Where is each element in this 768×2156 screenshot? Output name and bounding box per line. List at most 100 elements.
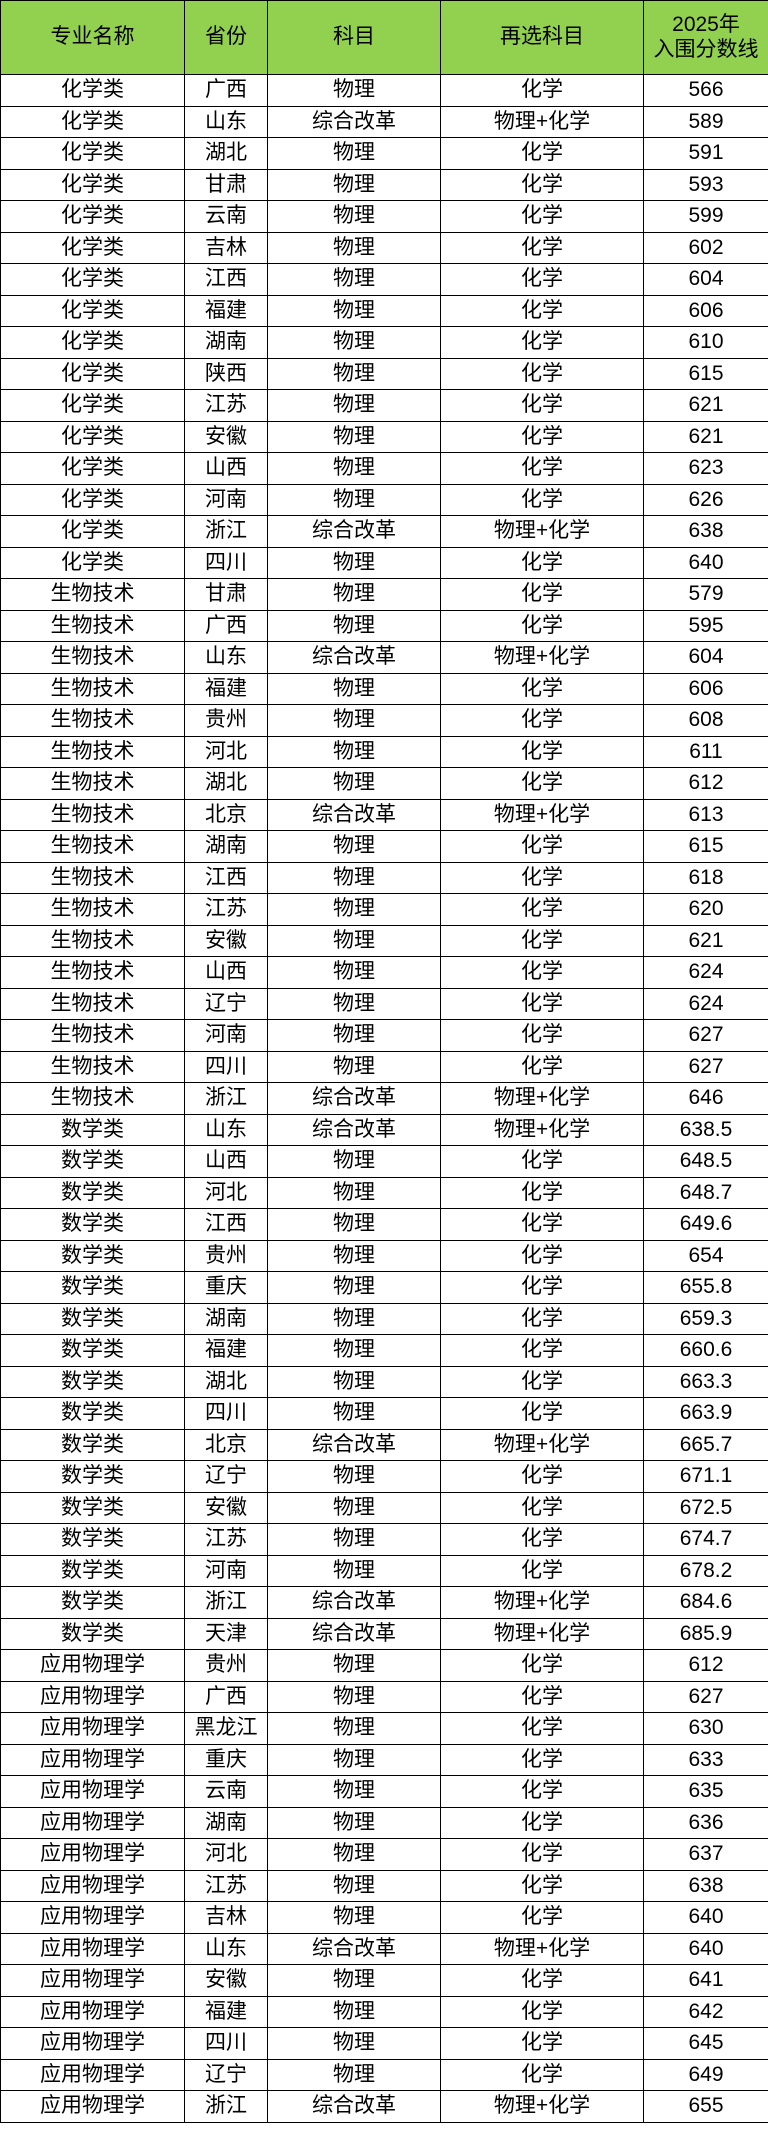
cell-major: 化学类: [0, 231, 185, 264]
table-row: 化学类 浙江 综合改革 物理+化学 638: [0, 515, 768, 548]
table-row: 化学类 江西 物理 化学 604: [0, 263, 768, 296]
table-row: 化学类 四川 物理 化学 640: [0, 546, 768, 579]
cell-elective: 化学: [440, 1397, 644, 1430]
cell-province: 山东: [184, 1932, 268, 1965]
cell-score: 648.7: [643, 1176, 768, 1209]
cell-subject: 物理: [267, 2058, 441, 2091]
cell-major: 生物技术: [0, 1019, 185, 1052]
table-row: 生物技术 贵州 物理 化学 608: [0, 704, 768, 737]
cell-major: 应用物理学: [0, 2090, 185, 2123]
cell-elective: 物理+化学: [440, 1428, 644, 1461]
cell-province: 吉林: [184, 1901, 268, 1934]
cell-score: 642: [643, 1995, 768, 2028]
table-row: 数学类 江苏 物理 化学 674.7: [0, 1523, 768, 1556]
cell-elective: 化学: [440, 326, 644, 359]
cell-province: 贵州: [184, 1239, 268, 1272]
cell-major: 应用物理学: [0, 1838, 185, 1871]
table-row: 化学类 湖北 物理 化学 591: [0, 137, 768, 170]
cell-score: 621: [643, 420, 768, 453]
cell-elective: 化学: [440, 578, 644, 611]
table-row: 生物技术 湖南 物理 化学 615: [0, 830, 768, 863]
cell-subject: 物理: [267, 2027, 441, 2060]
cell-province: 江苏: [184, 893, 268, 926]
table-row: 生物技术 河南 物理 化学 627: [0, 1019, 768, 1052]
cell-province: 浙江: [184, 515, 268, 548]
table-row: 应用物理学 贵州 物理 化学 612: [0, 1649, 768, 1682]
cell-subject: 物理: [267, 1271, 441, 1304]
cell-subject: 物理: [267, 1208, 441, 1241]
cell-subject: 物理: [267, 1995, 441, 2028]
cell-subject: 物理: [267, 1523, 441, 1556]
table-row: 应用物理学 黑龙江 物理 化学 630: [0, 1712, 768, 1745]
cell-elective: 化学: [440, 1208, 644, 1241]
cell-province: 四川: [184, 2027, 268, 2060]
cell-major: 应用物理学: [0, 2027, 185, 2060]
cell-subject: 物理: [267, 1838, 441, 1871]
table-row: 数学类 贵州 物理 化学 654: [0, 1239, 768, 1272]
cell-major: 数学类: [0, 1208, 185, 1241]
cell-major: 数学类: [0, 1176, 185, 1209]
cell-subject: 物理: [267, 263, 441, 296]
cell-subject: 综合改革: [267, 798, 441, 831]
cell-elective: 化学: [440, 609, 644, 642]
cell-major: 化学类: [0, 326, 185, 359]
cell-major: 生物技术: [0, 1082, 185, 1115]
cell-elective: 化学: [440, 483, 644, 516]
cell-score: 655.8: [643, 1271, 768, 1304]
cell-elective: 化学: [440, 735, 644, 768]
cell-province: 安徽: [184, 1964, 268, 1997]
cell-major: 应用物理学: [0, 1649, 185, 1682]
cell-elective: 物理+化学: [440, 1617, 644, 1650]
cell-major: 数学类: [0, 1145, 185, 1178]
table-row: 生物技术 辽宁 物理 化学 624: [0, 987, 768, 1020]
table-row: 应用物理学 河北 物理 化学 637: [0, 1838, 768, 1871]
cell-score: 615: [643, 830, 768, 863]
cell-elective: 化学: [440, 924, 644, 957]
cell-score: 591: [643, 137, 768, 170]
cell-major: 化学类: [0, 452, 185, 485]
cell-score: 640: [643, 1901, 768, 1934]
cell-elective: 化学: [440, 263, 644, 296]
cell-major: 生物技术: [0, 893, 185, 926]
cell-score: 618: [643, 861, 768, 894]
cell-subject: 物理: [267, 1964, 441, 1997]
cell-elective: 物理+化学: [440, 1082, 644, 1115]
table-row: 生物技术 湖北 物理 化学 612: [0, 767, 768, 800]
table-row: 数学类 江西 物理 化学 649.6: [0, 1208, 768, 1241]
cell-score: 610: [643, 326, 768, 359]
cell-score: 606: [643, 672, 768, 705]
cell-score: 685.9: [643, 1617, 768, 1650]
cell-score: 623: [643, 452, 768, 485]
cell-elective: 化学: [440, 1901, 644, 1934]
cell-major: 应用物理学: [0, 1901, 185, 1934]
cell-subject: 物理: [267, 1145, 441, 1178]
cell-major: 数学类: [0, 1523, 185, 1556]
cell-major: 数学类: [0, 1397, 185, 1430]
cell-elective: 化学: [440, 956, 644, 989]
table-row: 数学类 河北 物理 化学 648.7: [0, 1176, 768, 1209]
cell-province: 河北: [184, 1838, 268, 1871]
cell-subject: 物理: [267, 74, 441, 107]
table-row: 应用物理学 安徽 物理 化学 641: [0, 1964, 768, 1997]
cell-score: 604: [643, 641, 768, 674]
cell-subject: 综合改革: [267, 1113, 441, 1146]
cell-province: 广西: [184, 74, 268, 107]
cell-major: 数学类: [0, 1239, 185, 1272]
table-row: 化学类 安徽 物理 化学 621: [0, 420, 768, 453]
table-row: 生物技术 江苏 物理 化学 620: [0, 893, 768, 926]
table-row: 化学类 福建 物理 化学 606: [0, 294, 768, 327]
cell-elective: 化学: [440, 1964, 644, 1997]
cell-subject: 综合改革: [267, 1428, 441, 1461]
cell-elective: 化学: [440, 137, 644, 170]
cell-elective: 化学: [440, 546, 644, 579]
table-row: 数学类 天津 综合改革 物理+化学 685.9: [0, 1617, 768, 1650]
table-row: 生物技术 江西 物理 化学 618: [0, 861, 768, 894]
cell-province: 辽宁: [184, 1460, 268, 1493]
cell-major: 数学类: [0, 1586, 185, 1619]
cell-score: 641: [643, 1964, 768, 1997]
cell-province: 福建: [184, 294, 268, 327]
cell-subject: 综合改革: [267, 1082, 441, 1115]
table-row: 化学类 湖南 物理 化学 610: [0, 326, 768, 359]
cell-major: 化学类: [0, 357, 185, 390]
cell-subject: 物理: [267, 704, 441, 737]
